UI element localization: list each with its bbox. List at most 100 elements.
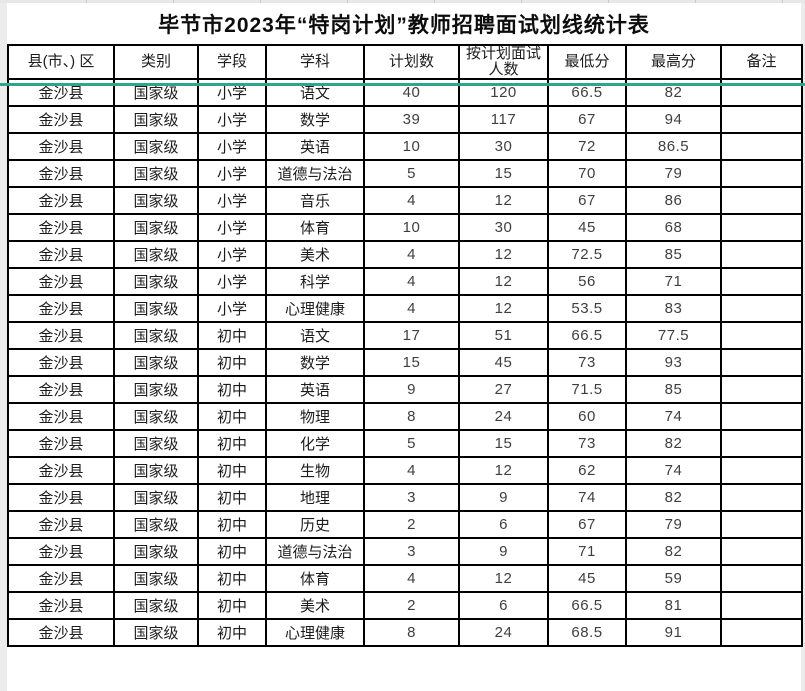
table-cell[interactable]: 生物: [265, 456, 365, 485]
table-cell[interactable]: 初中: [197, 402, 267, 431]
table-cell[interactable]: 初中: [197, 429, 267, 458]
table-cell[interactable]: 国家级: [113, 618, 199, 647]
table-cell[interactable]: 国家级: [113, 483, 199, 512]
table-cell[interactable]: 3: [363, 537, 460, 566]
table-cell[interactable]: [720, 402, 803, 431]
table-cell[interactable]: 国家级: [113, 348, 199, 377]
table-cell[interactable]: 82: [625, 483, 722, 512]
table-cell[interactable]: 45: [547, 213, 627, 242]
table-cell[interactable]: 39: [363, 105, 460, 134]
table-cell[interactable]: [720, 213, 803, 242]
table-cell[interactable]: [720, 240, 803, 269]
table-cell[interactable]: [720, 375, 803, 404]
table-cell[interactable]: 4: [363, 564, 460, 593]
table-cell[interactable]: 5: [363, 159, 460, 188]
table-cell[interactable]: 国家级: [113, 159, 199, 188]
table-cell[interactable]: 8: [363, 402, 460, 431]
table-cell[interactable]: 2: [363, 591, 460, 620]
table-cell[interactable]: 10: [363, 132, 460, 161]
table-cell[interactable]: 79: [625, 510, 722, 539]
table-cell[interactable]: 73: [547, 348, 627, 377]
table-cell[interactable]: 金沙县: [7, 132, 115, 161]
column-header[interactable]: 计划数: [363, 44, 460, 80]
table-cell[interactable]: 金沙县: [7, 240, 115, 269]
column-header[interactable]: 备注: [720, 44, 803, 80]
table-cell[interactable]: 5: [363, 429, 460, 458]
table-cell[interactable]: 道德与法治: [265, 537, 365, 566]
table-cell[interactable]: 77.5: [625, 321, 722, 350]
table-cell[interactable]: [720, 132, 803, 161]
table-cell[interactable]: 73: [547, 429, 627, 458]
table-cell[interactable]: [720, 564, 803, 593]
table-cell[interactable]: 金沙县: [7, 321, 115, 350]
table-cell[interactable]: 心理健康: [265, 294, 365, 323]
table-cell[interactable]: 国家级: [113, 429, 199, 458]
table-cell[interactable]: 音乐: [265, 186, 365, 215]
table-cell[interactable]: 4: [363, 456, 460, 485]
table-cell[interactable]: 15: [363, 348, 460, 377]
table-cell[interactable]: 71: [547, 537, 627, 566]
table-cell[interactable]: 9: [458, 483, 549, 512]
table-cell[interactable]: 化学: [265, 429, 365, 458]
table-cell[interactable]: 60: [547, 402, 627, 431]
column-header[interactable]: 学科: [265, 44, 365, 80]
table-cell[interactable]: 小学: [197, 186, 267, 215]
table-cell[interactable]: 英语: [265, 375, 365, 404]
table-cell[interactable]: 物理: [265, 402, 365, 431]
table-cell[interactable]: 72.5: [547, 240, 627, 269]
table-cell[interactable]: [720, 105, 803, 134]
table-cell[interactable]: 30: [458, 213, 549, 242]
table-cell[interactable]: 85: [625, 375, 722, 404]
table-cell[interactable]: 金沙县: [7, 564, 115, 593]
table-cell[interactable]: 4: [363, 267, 460, 296]
table-cell[interactable]: 12: [458, 294, 549, 323]
page-title[interactable]: 毕节市2023年“特岗计划”教师招聘面试划线统计表: [158, 13, 650, 37]
table-cell[interactable]: 6: [458, 510, 549, 539]
table-cell[interactable]: 美术: [265, 591, 365, 620]
table-cell[interactable]: 国家级: [113, 402, 199, 431]
table-cell[interactable]: 27: [458, 375, 549, 404]
table-cell[interactable]: 金沙县: [7, 429, 115, 458]
table-cell[interactable]: 初中: [197, 321, 267, 350]
table-cell[interactable]: 金沙县: [7, 348, 115, 377]
table-cell[interactable]: 4: [363, 240, 460, 269]
table-cell[interactable]: 68.5: [547, 618, 627, 647]
table-cell[interactable]: 86.5: [625, 132, 722, 161]
table-cell[interactable]: 数学: [265, 348, 365, 377]
table-cell[interactable]: 数学: [265, 105, 365, 134]
table-cell[interactable]: 117: [458, 105, 549, 134]
table-cell[interactable]: 国家级: [113, 105, 199, 134]
table-cell[interactable]: 小学: [197, 240, 267, 269]
table-cell[interactable]: 15: [458, 159, 549, 188]
table-cell[interactable]: 93: [625, 348, 722, 377]
table-cell[interactable]: 初中: [197, 510, 267, 539]
table-cell[interactable]: [720, 294, 803, 323]
table-cell[interactable]: 科学: [265, 267, 365, 296]
table-cell[interactable]: 金沙县: [7, 483, 115, 512]
table-cell[interactable]: 12: [458, 240, 549, 269]
table-cell[interactable]: 24: [458, 618, 549, 647]
table-cell[interactable]: 12: [458, 564, 549, 593]
table-cell[interactable]: [720, 321, 803, 350]
table-cell[interactable]: 6: [458, 591, 549, 620]
table-cell[interactable]: 53.5: [547, 294, 627, 323]
table-cell[interactable]: 67: [547, 186, 627, 215]
table-cell[interactable]: 小学: [197, 78, 267, 107]
table-cell[interactable]: 51: [458, 321, 549, 350]
table-cell[interactable]: 国家级: [113, 375, 199, 404]
table-cell[interactable]: 地理: [265, 483, 365, 512]
table-cell[interactable]: 国家级: [113, 132, 199, 161]
table-cell[interactable]: 美术: [265, 240, 365, 269]
table-cell[interactable]: 国家级: [113, 510, 199, 539]
column-header[interactable]: 县(市、) 区: [7, 44, 115, 80]
table-cell[interactable]: 体育: [265, 213, 365, 242]
table-cell[interactable]: 4: [363, 186, 460, 215]
table-cell[interactable]: 67: [547, 510, 627, 539]
table-cell[interactable]: 国家级: [113, 294, 199, 323]
table-cell[interactable]: 金沙县: [7, 510, 115, 539]
table-cell[interactable]: 国家级: [113, 456, 199, 485]
table-cell[interactable]: 初中: [197, 483, 267, 512]
table-cell[interactable]: [720, 618, 803, 647]
table-cell[interactable]: 24: [458, 402, 549, 431]
table-cell[interactable]: [720, 591, 803, 620]
